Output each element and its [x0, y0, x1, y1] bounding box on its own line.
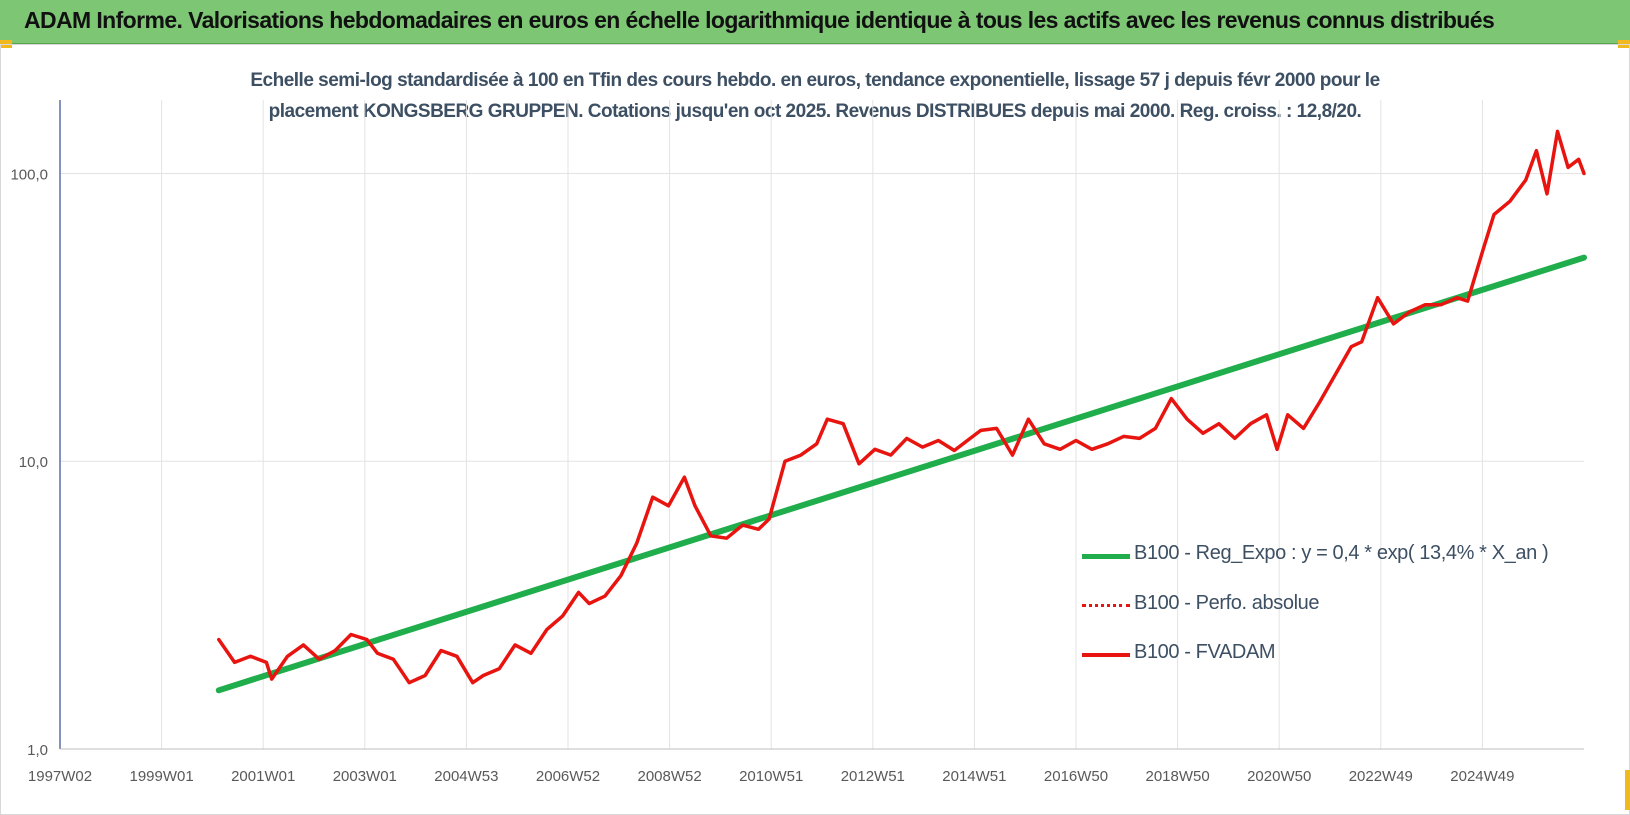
x-tick-label: 2024W49	[1450, 768, 1514, 785]
legend-swatch-fvadam	[1082, 653, 1130, 657]
x-tick-label: 2004W53	[434, 768, 498, 785]
series-regression-line	[215, 254, 1587, 694]
x-tick-label: 2018W50	[1145, 768, 1209, 785]
legend-item-fvadam: B100 - FVADAM	[1082, 639, 1602, 669]
x-tick-label: 2006W52	[536, 768, 600, 785]
x-tick-label: 2022W49	[1349, 768, 1413, 785]
y-tick-labels: 1,0 10,0 100,0	[10, 166, 48, 759]
y-tick-label: 10,0	[19, 454, 48, 471]
title-banner: ADAM Informe. Valorisations hebdomadaire…	[0, 0, 1630, 44]
series-fvadam-line	[217, 129, 1586, 685]
x-tick-label: 2012W51	[841, 768, 905, 785]
page-title: ADAM Informe. Valorisations hebdomadaire…	[24, 7, 1495, 33]
x-tick-label: 2020W50	[1247, 768, 1311, 785]
legend-label-fvadam: B100 - FVADAM	[1134, 641, 1276, 663]
x-tick-label: 2014W51	[942, 768, 1006, 785]
legend-item-regression: B100 - Reg_Expo : y = 0,4 * exp( 13,4% *…	[1082, 540, 1602, 570]
x-tick-label: 2003W01	[333, 768, 397, 785]
corner-marker-bottom	[1625, 770, 1630, 810]
x-tick-label: 2008W52	[637, 768, 701, 785]
x-tick-label: 1999W01	[129, 768, 193, 785]
y-tick-label: 100,0	[10, 166, 48, 183]
legend-swatch-perfo	[1082, 604, 1130, 607]
x-tick-label: 1997W02	[28, 768, 92, 785]
series-layer	[215, 129, 1587, 694]
x-tick-label: 2001W01	[231, 768, 295, 785]
legend-swatch-regression	[1082, 554, 1130, 559]
chart-subtitle: placement KONGSBERG GRUPPEN. Cotations j…	[268, 101, 1362, 122]
x-tick-labels: 1997W02 1999W01 2001W01 2003W01 2004W53 2006W…	[28, 768, 1515, 785]
x-tick-label: 2010W51	[739, 768, 803, 785]
chart-title: Echelle semi-log standardisée à 100 en T…	[250, 70, 1380, 91]
legend-item-perfo: B100 - Perfo. absolue	[1082, 590, 1602, 620]
x-tick-label: 2016W50	[1044, 768, 1108, 785]
legend-label-regression: B100 - Reg_Expo : y = 0,4 * exp( 13,4% *…	[1134, 542, 1549, 564]
y-tick-label: 1,0	[27, 742, 48, 759]
legend-label-perfo: B100 - Perfo. absolue	[1134, 592, 1320, 614]
